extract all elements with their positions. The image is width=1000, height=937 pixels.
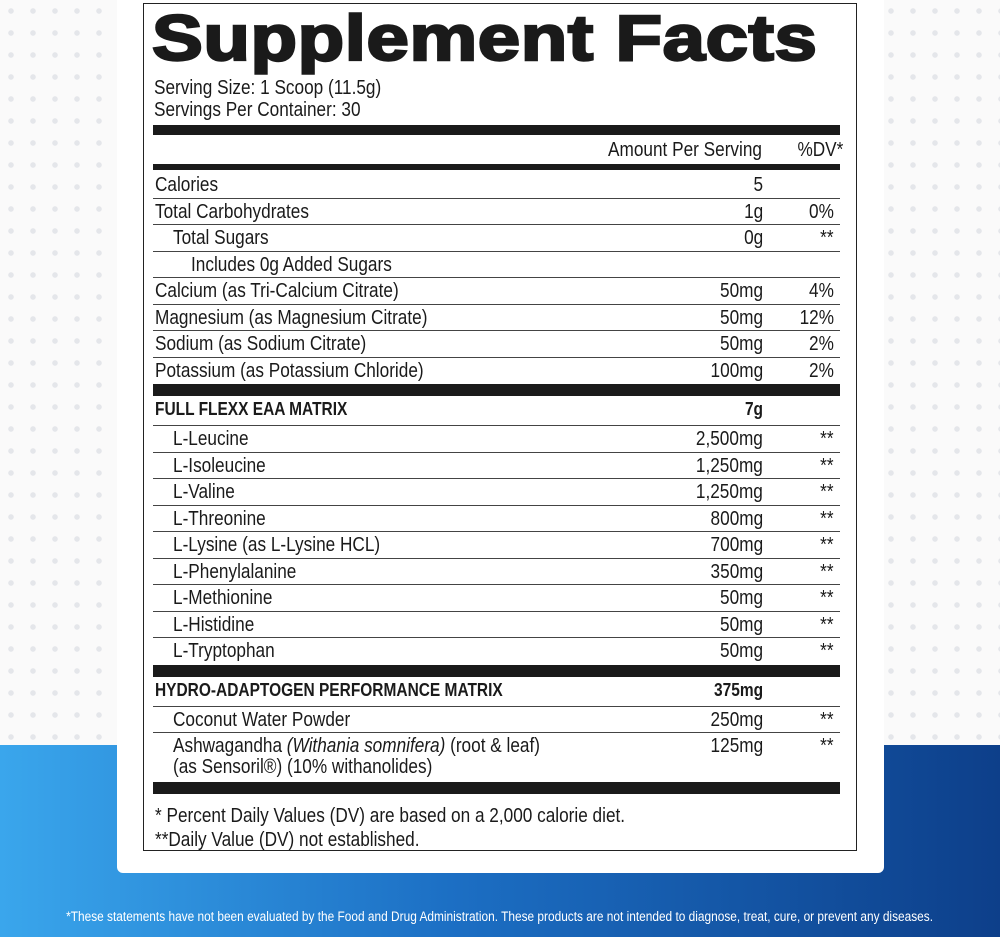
nutrient-dv: ** bbox=[820, 507, 834, 530]
nutrient-name: HYDRO-ADAPTOGEN PERFORMANCE MATRIX bbox=[155, 679, 503, 700]
nutrient-amount: 1,250mg bbox=[696, 454, 763, 477]
table-row: L-Histidine 50mg ** bbox=[153, 612, 840, 638]
nutrient-dv: 4% bbox=[809, 280, 834, 302]
table-row: L-Isoleucine 1,250mg ** bbox=[153, 453, 840, 479]
nutrient-name: Sodium (as Sodium Citrate) bbox=[155, 333, 367, 355]
nutrient-name: L-Isoleucine bbox=[173, 454, 266, 477]
nutrient-dv: ** bbox=[820, 587, 834, 609]
nutrient-amount: 100mg bbox=[710, 359, 763, 382]
panel-title: Supplement Facts bbox=[151, 1, 819, 75]
table-row: Calories 5 bbox=[153, 172, 840, 199]
thick-divider bbox=[153, 664, 840, 677]
table-row: FULL FLEXX EAA MATRIX 7g bbox=[153, 396, 840, 426]
nutrient-dv: ** bbox=[820, 560, 834, 583]
nutrient-name: Calories bbox=[155, 174, 219, 196]
nutrient-amount: 1,250mg bbox=[696, 481, 763, 503]
nutrient-amount: 250mg bbox=[710, 708, 763, 731]
nutrient-amount: 2,500mg bbox=[696, 428, 763, 450]
nutrient-name: L-Lysine (as L-Lysine HCL) bbox=[173, 534, 381, 556]
nutrient-amount: 7g bbox=[744, 399, 763, 419]
amount-per-serving-header: Amount Per Serving bbox=[608, 139, 762, 161]
table-row: Total Carbohydrates 1g 0% bbox=[153, 199, 840, 225]
nutrient-amount: 50mg bbox=[719, 306, 763, 329]
nutrient-name: Total Carbohydrates bbox=[155, 200, 309, 223]
nutrient-dv: ** bbox=[820, 534, 834, 556]
nutrient-amount: 1g bbox=[743, 200, 763, 223]
nutrient-dv: 2% bbox=[809, 333, 834, 355]
thick-divider bbox=[153, 384, 840, 396]
nutrient-name: L-Leucine bbox=[173, 428, 249, 450]
nutrient-name: Potassium (as Potassium Chloride) bbox=[155, 359, 424, 382]
footnote-dv: * Percent Daily Values (DV) are based on… bbox=[155, 805, 626, 827]
nutrient-dv: ** bbox=[820, 735, 834, 757]
nutrient-name-line2: (as Sensoril®) (10% withanolides) bbox=[173, 756, 433, 778]
nutrient-amount: 50mg bbox=[719, 613, 763, 636]
table-row: L-Lysine (as L-Lysine HCL) 700mg ** bbox=[153, 532, 840, 559]
table-row: Magnesium (as Magnesium Citrate) 50mg 12% bbox=[153, 305, 840, 331]
dv-header: %DV* bbox=[797, 139, 843, 161]
label-card bbox=[117, 0, 884, 873]
nutrient-name: L-Tryptophan bbox=[173, 640, 275, 662]
nutrient-name: Includes 0g Added Sugars bbox=[191, 253, 392, 276]
servings-per-container: Servings Per Container: 30 bbox=[154, 99, 361, 121]
supplement-facts-panel bbox=[143, 3, 857, 851]
table-row: Total Sugars 0g ** bbox=[153, 225, 840, 252]
table-row: Sodium (as Sodium Citrate) 50mg 2% bbox=[153, 331, 840, 358]
thick-divider bbox=[153, 782, 840, 794]
table-row-ashwagandha: Ashwagandha (Withania somnifera) (root &… bbox=[153, 733, 840, 785]
table-row: L-Tryptophan 50mg ** bbox=[153, 638, 840, 665]
table-row: L-Valine 1,250mg ** bbox=[153, 479, 840, 506]
table-row: L-Threonine 800mg ** bbox=[153, 506, 840, 532]
table-row: HYDRO-ADAPTOGEN PERFORMANCE MATRIX 375mg bbox=[153, 677, 840, 707]
nutrient-name: Total Sugars bbox=[173, 227, 269, 249]
nutrient-dv: ** bbox=[820, 640, 834, 662]
nutrient-amount: 375mg bbox=[713, 679, 763, 700]
nutrient-name: Coconut Water Powder bbox=[173, 708, 351, 731]
nutrient-name: Ashwagandha (Withania somnifera) (root &… bbox=[173, 735, 540, 757]
nutrient-name: L-Threonine bbox=[173, 507, 266, 530]
fda-disclaimer: *These statements have not been evaluate… bbox=[66, 909, 934, 924]
nutrient-amount: 800mg bbox=[710, 507, 763, 530]
nutrient-dv: 2% bbox=[809, 359, 834, 382]
nutrient-amount: 0g bbox=[743, 227, 763, 249]
nutrient-amount: 50mg bbox=[719, 587, 763, 609]
nutrient-amount: 50mg bbox=[719, 280, 763, 302]
nutrient-dv: ** bbox=[820, 613, 834, 636]
medium-divider bbox=[153, 164, 840, 170]
nutrient-name: FULL FLEXX EAA MATRIX bbox=[155, 399, 348, 419]
nutrient-name: Calcium (as Tri-Calcium Citrate) bbox=[155, 280, 399, 302]
thick-divider bbox=[153, 125, 840, 135]
nutrient-dv: 0% bbox=[809, 200, 834, 223]
nutrient-amount: 350mg bbox=[710, 560, 763, 583]
nutrient-table: Calories 5 Total Carbohydrates 1g 0% Total Su… bbox=[153, 172, 840, 853]
nutrient-dv: ** bbox=[820, 708, 834, 731]
nutrient-name: L-Histidine bbox=[173, 613, 255, 636]
nutrient-name: L-Phenylalanine bbox=[173, 560, 297, 583]
table-row: Calcium (as Tri-Calcium Citrate) 50mg 4% bbox=[153, 278, 840, 305]
nutrient-name: L-Methionine bbox=[173, 587, 273, 609]
serving-size: Serving Size: 1 Scoop (11.5g) bbox=[154, 77, 382, 99]
nutrient-amount: 50mg bbox=[719, 333, 763, 355]
nutrient-amount: 5 bbox=[753, 174, 763, 196]
table-row: L-Methionine 50mg ** bbox=[153, 585, 840, 612]
nutrient-name: L-Valine bbox=[173, 481, 235, 503]
table-row: Coconut Water Powder 250mg ** bbox=[153, 707, 840, 733]
table-row: L-Phenylalanine 350mg ** bbox=[153, 559, 840, 585]
nutrient-dv: ** bbox=[820, 481, 834, 503]
nutrient-amount: 700mg bbox=[710, 534, 763, 556]
table-row: Potassium (as Potassium Chloride) 100mg 2% bbox=[153, 358, 840, 385]
table-row: Includes 0g Added Sugars bbox=[153, 252, 840, 278]
nutrient-dv: ** bbox=[820, 227, 834, 249]
nutrient-dv: ** bbox=[820, 454, 834, 477]
nutrient-name: Magnesium (as Magnesium Citrate) bbox=[155, 306, 428, 329]
footnote-not-established: **Daily Value (DV) not established. bbox=[155, 829, 420, 851]
table-row: L-Leucine 2,500mg ** bbox=[153, 426, 840, 453]
nutrient-dv: 12% bbox=[799, 306, 834, 329]
nutrient-amount: 50mg bbox=[719, 640, 763, 662]
nutrient-amount: 125mg bbox=[710, 735, 763, 757]
nutrient-dv: ** bbox=[820, 428, 834, 450]
